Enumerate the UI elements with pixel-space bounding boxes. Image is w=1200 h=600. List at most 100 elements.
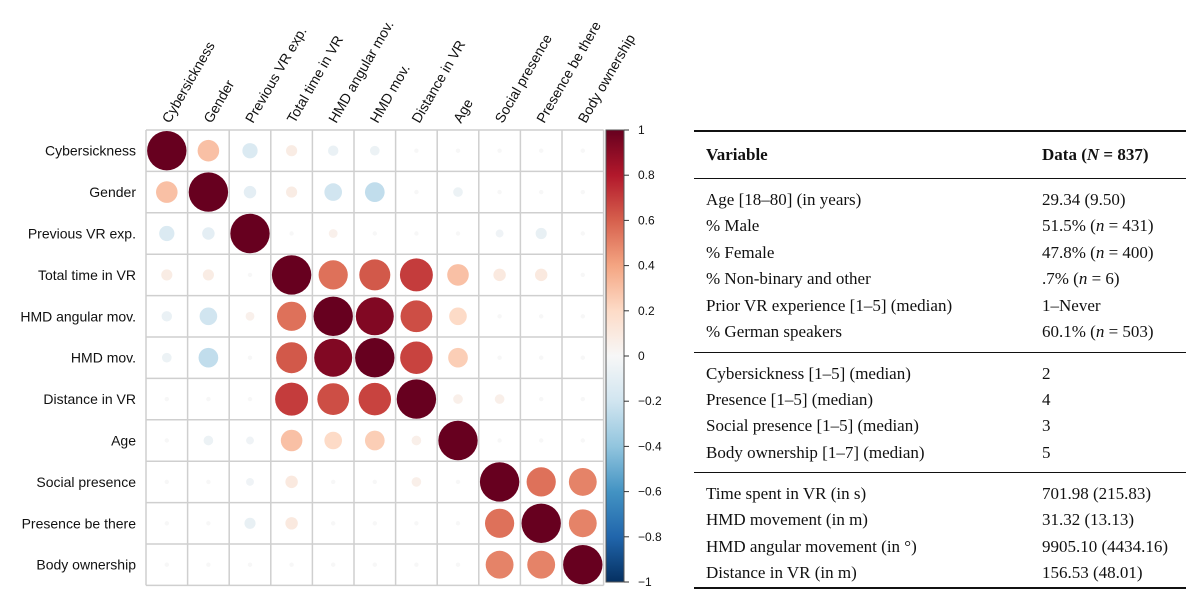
row-value: 47.8% (n = 400): [1042, 242, 1154, 262]
row-label: Cybersickness: [45, 143, 136, 159]
corr-circle: [535, 227, 547, 240]
corr-circle: [580, 148, 585, 153]
corr-circle: [364, 430, 385, 451]
corr-circle: [568, 467, 597, 496]
corr-circle: [455, 562, 461, 567]
table-row: Social presence [1–5] (median) 3: [694, 413, 1186, 440]
corr-circle: [453, 394, 463, 404]
corr-circle: [286, 186, 298, 198]
header-variable: Variable: [694, 130, 1026, 179]
corr-circle: [247, 272, 253, 278]
corr-circle: [539, 355, 544, 360]
row-label: Total time in VR: [38, 267, 136, 283]
corr-circle: [414, 562, 419, 567]
corr-circle: [199, 307, 218, 326]
column-label: Gender: [200, 77, 237, 126]
table-header-row: Variable Data (N = 837): [694, 130, 1186, 179]
table-row: Presence [1–5] (median) 4: [694, 387, 1186, 414]
corr-circle: [539, 396, 544, 402]
corr-circle: [328, 229, 338, 238]
corr-circle: [526, 467, 556, 497]
corr-circle: [494, 394, 505, 404]
corr-circle: [448, 347, 468, 368]
colorbar-tick-label: 0: [638, 349, 645, 363]
corr-circle: [202, 227, 215, 240]
corr-circle: [276, 301, 307, 331]
corr-circle: [449, 307, 467, 326]
corr-circle: [438, 420, 478, 461]
row-variable: Time spent in VR (in s): [694, 472, 1026, 507]
row-variable: Age [18–80] (in years): [694, 178, 1026, 213]
header-data-label: Data: [1042, 145, 1077, 164]
row-variable: Presence [1–5] (median): [706, 389, 874, 409]
corr-circle: [400, 300, 433, 333]
corr-circle: [244, 517, 256, 529]
row-value: 29.34 (9.50): [1026, 178, 1186, 213]
corr-circle: [197, 139, 220, 162]
corr-circle: [455, 231, 461, 236]
corr-circle: [206, 562, 211, 567]
colorbar-tick-label: 0.4: [638, 259, 655, 273]
n-symbol: n: [1078, 269, 1088, 289]
correlation-grid: [145, 129, 605, 587]
corr-circle: [396, 379, 437, 419]
corr-circle: [246, 436, 254, 445]
corr-circle: [580, 314, 585, 319]
row-label: Age: [111, 433, 136, 449]
row-value: .7% (n = 6): [1042, 269, 1120, 289]
row-value: 31.32 (13.13): [1042, 510, 1135, 530]
corr-circle: [289, 562, 294, 567]
row-variable: Prior VR experience [1–5] (median): [706, 295, 953, 315]
colorbar-gradient: [605, 129, 625, 583]
table-row: % Non-binary and other .7% (n = 6): [694, 266, 1186, 293]
corr-circle: [568, 509, 597, 538]
row-value: 9905.10 (4434.16): [1042, 536, 1169, 556]
row-variable: % German speakers: [706, 322, 842, 342]
corr-circle: [230, 213, 270, 254]
corr-circle: [275, 382, 309, 416]
colorbar-tick-label: 0.6: [638, 213, 655, 227]
row-value: 156.53 (48.01): [1026, 560, 1186, 589]
corr-circle: [206, 479, 211, 485]
column-label: Age: [450, 96, 476, 126]
corr-circle: [243, 185, 257, 199]
corr-circle: [411, 435, 422, 446]
row-variable: % Male: [706, 216, 760, 236]
header-data: Data (N = 837): [1026, 130, 1186, 179]
n-symbol: n: [1095, 322, 1105, 342]
corr-circle: [246, 477, 254, 486]
colorbar-tick-label: 0.2: [638, 304, 655, 318]
table-row: Cybersickness [1–5] (median) 2: [694, 351, 1186, 387]
corr-circle: [495, 229, 504, 238]
corr-circle: [497, 148, 502, 153]
colorbar-tick-label: −0.2: [638, 394, 662, 408]
corr-circle: [271, 255, 312, 295]
corr-circle: [372, 521, 377, 526]
corr-circle: [355, 338, 395, 378]
corr-circle: [580, 231, 585, 236]
corr-circle: [455, 148, 461, 153]
corr-circle: [580, 189, 585, 195]
corr-circle: [400, 341, 433, 374]
row-variable: % Non-binary and other: [706, 269, 871, 289]
table-row: HMD angular movement (in °) 9905.10 (4434…: [694, 534, 1186, 561]
corr-circle: [359, 259, 391, 291]
correlation-plot: Cybersickness Gender Previous VR exp. Total…: [20, 17, 662, 589]
row-labels: Cybersickness Gender Previous VR exp. Total…: [20, 143, 136, 573]
corr-circle: [324, 183, 343, 201]
colorbar-tick-label: −0.8: [638, 530, 662, 544]
corr-circle: [355, 297, 394, 336]
corr-circle: [364, 182, 385, 202]
corr-circle: [245, 311, 255, 321]
row-value: 51.5% (n = 431): [1042, 216, 1154, 236]
corr-circle: [247, 562, 253, 567]
corr-circle: [161, 352, 172, 363]
row-label: Body ownership: [36, 557, 136, 573]
row-label: Previous VR exp.: [28, 226, 136, 242]
n-symbol: n: [1095, 242, 1105, 262]
corr-circle: [414, 148, 419, 153]
row-variable: HMD angular movement (in °): [706, 536, 917, 556]
table-row: Prior VR experience [1–5] (median) 1–Neve…: [694, 293, 1186, 320]
corr-circle: [563, 545, 603, 585]
